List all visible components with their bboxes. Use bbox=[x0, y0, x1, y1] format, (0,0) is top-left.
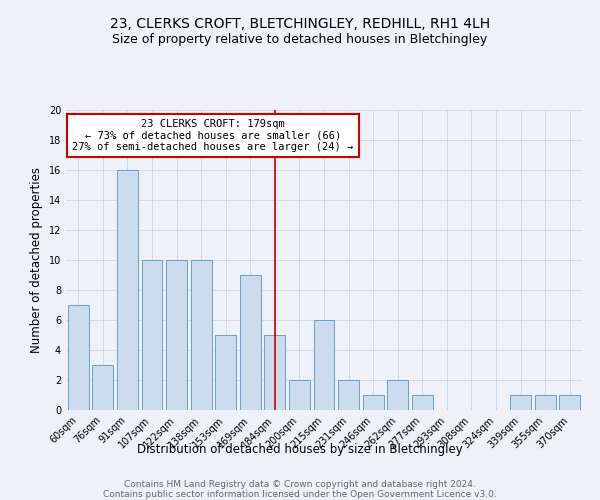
Text: Size of property relative to detached houses in Bletchingley: Size of property relative to detached ho… bbox=[112, 32, 488, 46]
Bar bbox=[215, 335, 236, 410]
Text: 23 CLERKS CROFT: 179sqm
← 73% of detached houses are smaller (66)
27% of semi-de: 23 CLERKS CROFT: 179sqm ← 73% of detache… bbox=[73, 119, 353, 152]
Bar bbox=[265, 335, 286, 410]
Text: Distribution of detached houses by size in Bletchingley: Distribution of detached houses by size … bbox=[137, 442, 463, 456]
Bar bbox=[142, 260, 163, 410]
Bar bbox=[191, 260, 212, 410]
Bar bbox=[166, 260, 187, 410]
Bar bbox=[68, 305, 89, 410]
Bar bbox=[362, 395, 383, 410]
Y-axis label: Number of detached properties: Number of detached properties bbox=[30, 167, 43, 353]
Bar bbox=[510, 395, 531, 410]
Bar bbox=[338, 380, 359, 410]
Bar bbox=[117, 170, 138, 410]
Bar bbox=[412, 395, 433, 410]
Bar bbox=[387, 380, 408, 410]
Bar bbox=[92, 365, 113, 410]
Bar bbox=[289, 380, 310, 410]
Text: 23, CLERKS CROFT, BLETCHINGLEY, REDHILL, RH1 4LH: 23, CLERKS CROFT, BLETCHINGLEY, REDHILL,… bbox=[110, 18, 490, 32]
Text: Contains HM Land Registry data © Crown copyright and database right 2024.
Contai: Contains HM Land Registry data © Crown c… bbox=[103, 480, 497, 500]
Bar bbox=[559, 395, 580, 410]
Bar bbox=[240, 275, 261, 410]
Bar bbox=[314, 320, 334, 410]
Bar bbox=[535, 395, 556, 410]
